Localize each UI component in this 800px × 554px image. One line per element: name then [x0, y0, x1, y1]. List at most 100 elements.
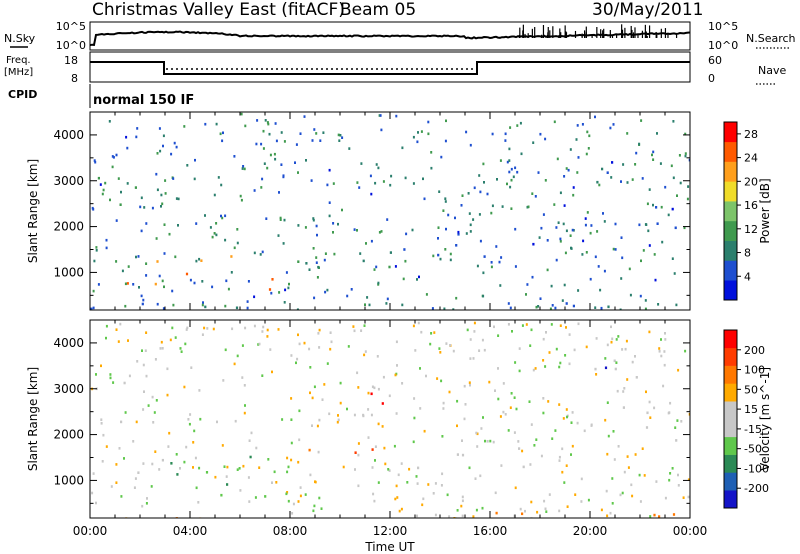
velocity-cell [580, 500, 583, 503]
velocity-cell [401, 382, 404, 385]
velocity-cell [682, 496, 685, 499]
velocity-cell [244, 404, 246, 407]
power-cell [204, 305, 207, 309]
velocity-cell [160, 340, 163, 344]
power-cell [124, 282, 127, 286]
power-cell [230, 271, 233, 274]
velocity-cell [649, 416, 652, 419]
velocity-cell [566, 505, 569, 508]
velocity-cell [468, 381, 471, 384]
velocity-cell [145, 374, 148, 378]
power-cell [679, 181, 682, 185]
power-cell [587, 147, 590, 150]
velocity-cell [524, 509, 526, 513]
power-cell [101, 192, 104, 196]
power-cell [628, 267, 631, 271]
velocity-cell [565, 464, 568, 467]
velocity-cell [648, 330, 651, 334]
power-cell [102, 188, 105, 192]
power-cell [442, 209, 445, 212]
velocity-cell [287, 499, 290, 503]
power-cell [253, 295, 256, 299]
power-cell [404, 259, 407, 263]
velocity-cell [388, 394, 391, 398]
power-cell [490, 211, 493, 215]
velocity-cell [166, 367, 169, 371]
power-cell [209, 226, 212, 229]
velocity-cell [185, 328, 188, 331]
power-cell [375, 163, 378, 166]
power-cell [213, 232, 216, 235]
velocity-cell [303, 341, 306, 345]
power-cell [664, 185, 667, 189]
velocity-cell [677, 484, 680, 487]
power-cell [156, 302, 159, 306]
velocity-cell [427, 483, 430, 486]
power-cell [514, 166, 517, 170]
power-cell [510, 178, 513, 182]
power-cell [656, 132, 658, 135]
velocity-cell [494, 491, 497, 495]
power-cell [509, 185, 512, 189]
power-cell [220, 183, 223, 187]
velocity-cell [238, 467, 241, 470]
velocity-cell [290, 397, 293, 400]
velocity-cell [653, 406, 656, 410]
power-cell [377, 166, 380, 170]
velocity-cell [354, 451, 357, 454]
velocity-cell [680, 420, 683, 423]
power-cell [482, 162, 485, 166]
power-cell [380, 230, 383, 233]
colorbar-tick-label: 50 [744, 383, 758, 396]
velocity-colorbar-label: Velocity [m s^-1] [758, 367, 772, 471]
velocity-cell [519, 507, 522, 511]
power-cell [337, 222, 339, 226]
velocity-cell [248, 500, 251, 503]
power-cell [195, 222, 198, 225]
velocity-cell [486, 440, 489, 443]
power-data-cells [90, 112, 690, 310]
velocity-cell [612, 430, 615, 433]
power-cell [247, 280, 250, 283]
power-cell [315, 256, 318, 259]
velocity-cell [357, 453, 360, 457]
velocity-cell [614, 367, 617, 371]
velocity-cell [273, 470, 276, 474]
velocity-cell [484, 439, 486, 443]
velocity-cell [384, 462, 387, 466]
velocity-cell [497, 397, 500, 401]
velocity-cell [626, 455, 629, 458]
velocity-cell [518, 347, 521, 350]
power-cell [215, 233, 218, 237]
power-cell [590, 224, 593, 227]
power-cell [134, 186, 137, 189]
power-cell [359, 252, 362, 255]
velocity-cell [91, 491, 94, 495]
velocity-cell [179, 347, 182, 350]
power-cell [348, 147, 351, 150]
power-cell [614, 248, 617, 251]
velocity-cell [430, 332, 433, 335]
velocity-cell [481, 506, 484, 510]
velocity-cell [544, 365, 547, 368]
power-cell [164, 179, 167, 182]
velocity-cell [518, 369, 521, 373]
power-cell [653, 253, 656, 256]
velocity-cell [292, 502, 295, 506]
velocity-cell [423, 429, 426, 433]
velocity-cell [290, 441, 293, 445]
power-cell [594, 306, 597, 309]
velocity-cell [244, 326, 247, 330]
x-tick-label: 12:00 [373, 524, 408, 538]
power-cell [163, 252, 166, 255]
velocity-cell [494, 389, 496, 392]
power-cell [672, 176, 675, 180]
power-cell [126, 182, 129, 185]
colorbar-tick-label: -200 [744, 482, 769, 495]
velocity-cell [558, 365, 561, 369]
velocity-cell [400, 507, 403, 511]
velocity-cell [473, 330, 476, 333]
velocity-cell [145, 502, 148, 505]
power-cell [264, 119, 267, 122]
power-cell [377, 283, 380, 286]
